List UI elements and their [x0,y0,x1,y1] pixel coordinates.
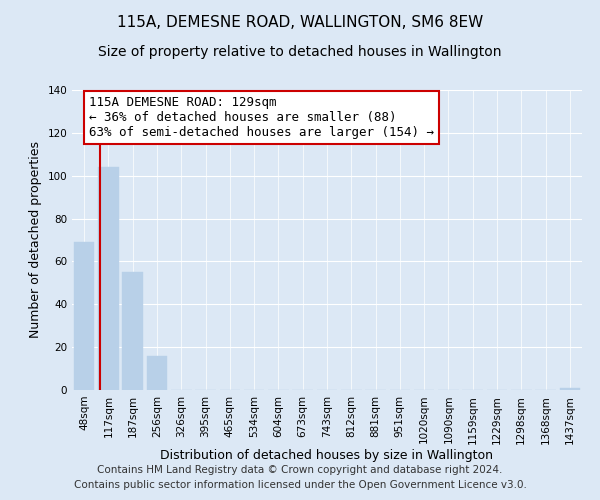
X-axis label: Distribution of detached houses by size in Wallington: Distribution of detached houses by size … [161,449,493,462]
Bar [122,272,143,390]
Text: Contains HM Land Registry data © Crown copyright and database right 2024.
Contai: Contains HM Land Registry data © Crown c… [74,465,526,490]
Text: Size of property relative to detached houses in Wallington: Size of property relative to detached ho… [98,45,502,59]
Bar [560,388,580,390]
Bar [74,242,94,390]
Text: 115A, DEMESNE ROAD, WALLINGTON, SM6 8EW: 115A, DEMESNE ROAD, WALLINGTON, SM6 8EW [117,15,483,30]
Text: 115A DEMESNE ROAD: 129sqm
← 36% of detached houses are smaller (88)
63% of semi-: 115A DEMESNE ROAD: 129sqm ← 36% of detac… [89,96,434,140]
Y-axis label: Number of detached properties: Number of detached properties [29,142,42,338]
Bar [98,167,119,390]
Bar [146,356,167,390]
